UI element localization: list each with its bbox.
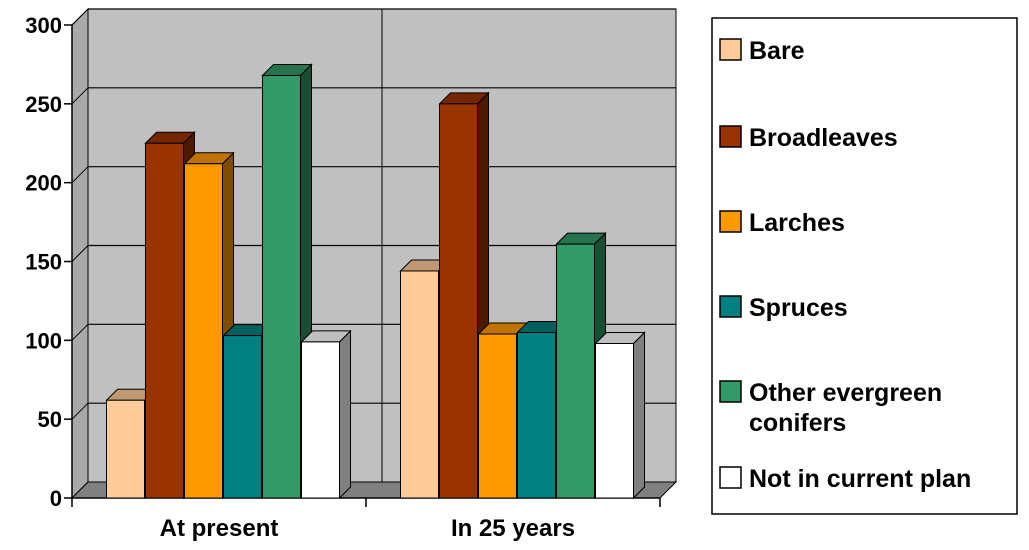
- legend-box: [711, 17, 1018, 515]
- gridline-side: [71, 245, 89, 262]
- legend-label: Broadleaves: [749, 124, 898, 152]
- bar-not-in-current-plan: [594, 331, 646, 500]
- bar-front: [184, 163, 223, 499]
- y-tick-label: 200: [25, 171, 62, 196]
- y-tick-labels: 0 50 100 150 200 250 300: [25, 13, 62, 511]
- legend-swatch: [719, 380, 742, 403]
- gridline-side: [71, 166, 89, 184]
- legend-swatch: [719, 125, 742, 148]
- bar-front: [556, 243, 595, 499]
- bar-front: [106, 399, 145, 499]
- x-tick-labels: At present In 25 years: [160, 515, 575, 542]
- legend-label: Other evergreen: [749, 379, 942, 407]
- gridline-side: [71, 87, 89, 105]
- bar-side: [633, 331, 645, 500]
- gridline-side: [71, 8, 89, 26]
- bar-front: [145, 142, 184, 499]
- x-tick-label: At present: [160, 515, 279, 542]
- bar-front: [439, 103, 478, 499]
- bar-front: [595, 342, 634, 499]
- legend-swatch: [719, 295, 742, 318]
- legend-label: Larches: [749, 209, 845, 237]
- legend-swatch: [719, 210, 742, 233]
- legend-label: Bare: [749, 37, 805, 65]
- bars: [105, 63, 646, 500]
- y-tick-label: 150: [25, 250, 62, 275]
- bar-front: [400, 270, 439, 499]
- bar-front: [478, 333, 517, 499]
- bar-front: [223, 335, 262, 499]
- bar-not-in-current-plan: [300, 329, 352, 500]
- legend: Bare Broadleaves Larches Spruces Other everg…: [711, 17, 1018, 515]
- legend-label: Spruces: [749, 294, 848, 322]
- bar-front: [301, 341, 340, 499]
- bar-front: [262, 74, 301, 499]
- bar-side: [339, 329, 351, 500]
- y-tick-label: 0: [50, 486, 62, 511]
- y-tick-label: 50: [38, 407, 62, 432]
- gridline-side: [71, 402, 89, 420]
- x-tick-label: In 25 years: [451, 515, 575, 542]
- y-tick-label: 100: [25, 328, 62, 353]
- y-tick-label: 300: [25, 13, 62, 38]
- legend-swatch: [719, 38, 742, 61]
- legend-label: conifers: [749, 409, 846, 437]
- legend-label: Not in current plan: [749, 465, 971, 493]
- y-tick-label: 250: [25, 92, 62, 117]
- bar-front: [517, 331, 556, 499]
- legend-swatch: [719, 466, 742, 489]
- gridline-side: [71, 323, 89, 341]
